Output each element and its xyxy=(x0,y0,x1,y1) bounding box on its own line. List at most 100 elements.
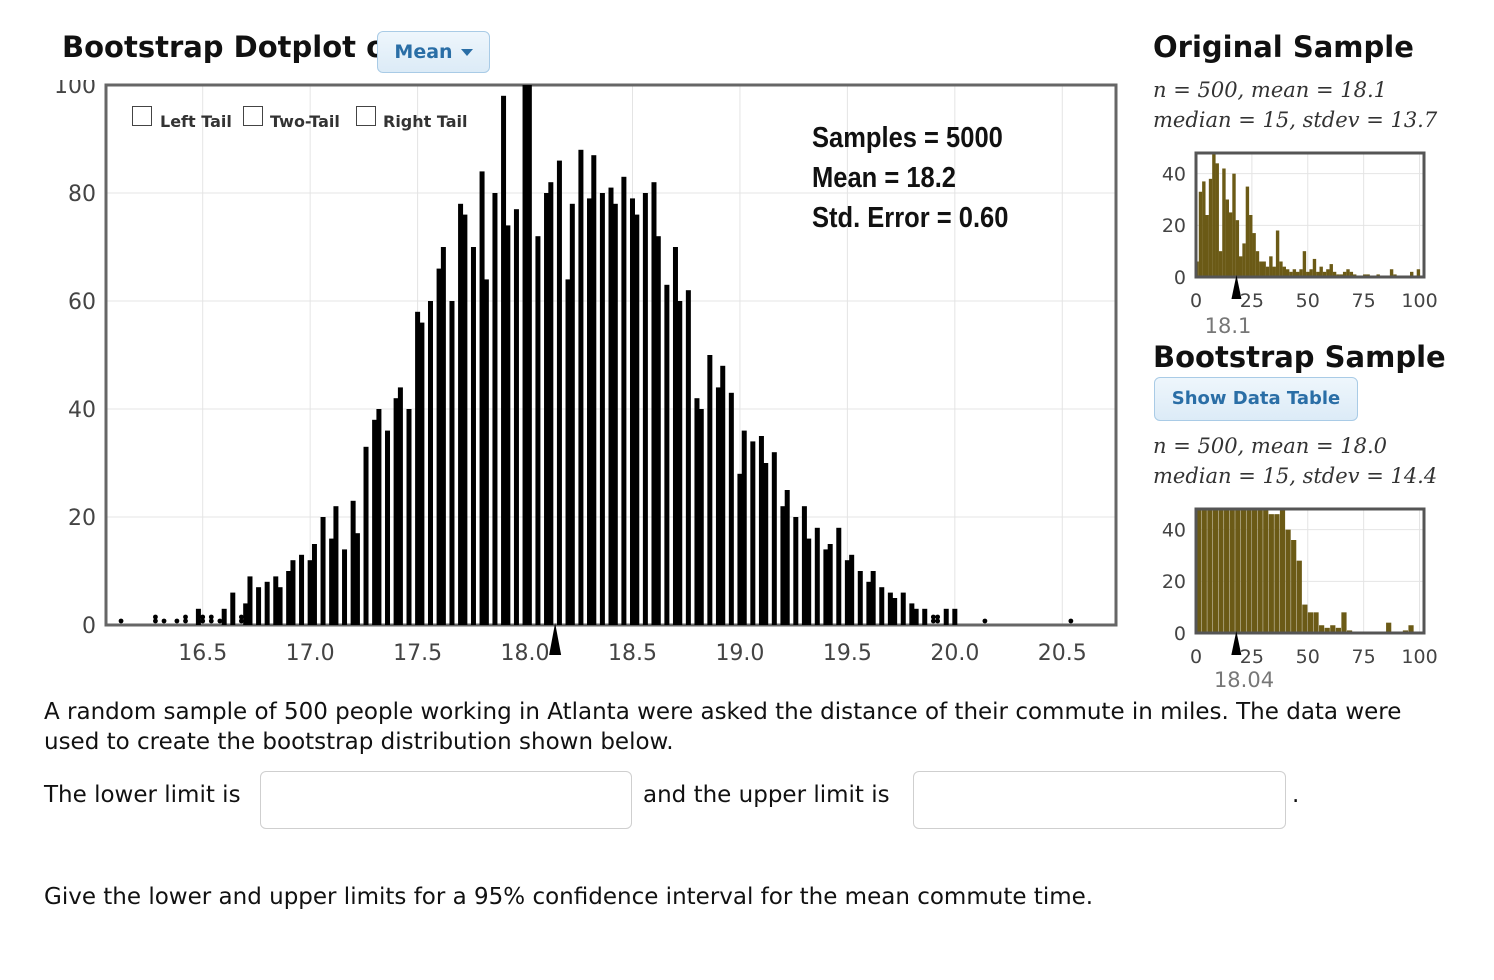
data-bar xyxy=(406,409,412,625)
data-bar xyxy=(758,436,764,625)
data-bar xyxy=(299,554,305,625)
x-tick-label: 50 xyxy=(1296,290,1320,312)
data-bar xyxy=(634,214,640,625)
data-bar xyxy=(1342,271,1347,277)
data-bar xyxy=(879,587,885,625)
y-tick-label: 80 xyxy=(68,182,96,207)
original-sample-stats-line1: n = 500, mean = 18.1 xyxy=(1153,78,1387,102)
data-dot xyxy=(935,614,941,620)
data-bar xyxy=(393,398,399,625)
data-bar xyxy=(578,149,584,626)
data-bar xyxy=(1324,627,1330,633)
data-dot xyxy=(930,618,936,624)
x-tick-label: 17.5 xyxy=(393,641,442,666)
data-bar xyxy=(1246,509,1252,633)
data-bar xyxy=(866,581,872,625)
data-bar xyxy=(1202,181,1206,277)
data-bar xyxy=(836,527,842,625)
y-tick-label: 0 xyxy=(1174,267,1186,289)
data-bar xyxy=(1228,212,1233,277)
data-bar xyxy=(470,247,476,625)
data-bar xyxy=(1251,509,1258,633)
data-bar xyxy=(1316,271,1320,277)
data-bar xyxy=(801,506,807,625)
two-tail-checkbox[interactable] xyxy=(243,106,263,126)
original-histogram-x-axis: 0 25 50 75 100 xyxy=(1190,290,1438,312)
data-bar xyxy=(1268,514,1274,633)
data-bar xyxy=(1296,271,1300,277)
bootstrap-histogram-y-axis: 0 20 40 xyxy=(1162,520,1186,645)
x-tick-label: 19.5 xyxy=(823,641,872,666)
mean-marker-triangle xyxy=(1231,631,1242,655)
data-bar xyxy=(569,203,575,626)
data-dot xyxy=(174,618,180,624)
data-bar xyxy=(419,322,425,625)
data-bar xyxy=(887,592,893,625)
data-bar xyxy=(621,176,627,626)
data-bar xyxy=(1309,269,1313,277)
data-bar xyxy=(221,608,227,625)
x-tick-label: 18.5 xyxy=(608,641,657,666)
data-bar xyxy=(1416,269,1421,277)
data-bar xyxy=(1349,271,1354,277)
lower-limit-input[interactable] xyxy=(260,771,632,829)
data-bar xyxy=(1242,243,1246,277)
data-bar xyxy=(737,473,743,625)
data-bar xyxy=(1225,199,1229,277)
upper-limit-input[interactable] xyxy=(913,771,1286,829)
x-tick-label: 75 xyxy=(1352,646,1376,668)
data-bar xyxy=(1335,627,1341,633)
statistic-dropdown-label: Mean xyxy=(394,41,453,63)
data-bar xyxy=(591,155,597,625)
data-bar xyxy=(698,409,704,625)
data-bar xyxy=(1232,173,1236,277)
statistic-dropdown[interactable]: Mean xyxy=(377,31,490,73)
data-bar xyxy=(715,387,721,625)
data-dot xyxy=(200,618,206,624)
data-bar xyxy=(1224,509,1230,633)
right-tail-checkbox[interactable] xyxy=(356,106,376,126)
data-bar xyxy=(1389,269,1394,277)
data-bar xyxy=(1257,509,1263,633)
data-bar xyxy=(1239,256,1243,277)
show-data-table-button[interactable]: Show Data Table xyxy=(1154,377,1358,421)
data-bar xyxy=(333,506,339,625)
data-bar xyxy=(1205,215,1209,277)
data-bar xyxy=(1307,612,1314,633)
data-bar xyxy=(629,198,635,625)
data-bar xyxy=(311,544,317,625)
data-bar xyxy=(354,533,360,625)
left-tail-checkbox[interactable] xyxy=(132,106,152,126)
data-bar xyxy=(655,236,661,625)
bootstrap-sample-stats-line1: n = 500, mean = 18.0 xyxy=(1153,434,1387,458)
original-sample-histogram: 0 20 40 0 25 50 75 100 18.1 xyxy=(1162,151,1438,338)
data-bar xyxy=(952,608,958,625)
data-bar xyxy=(1235,509,1241,633)
data-bar xyxy=(1249,215,1253,277)
data-dot xyxy=(935,618,941,624)
data-bar xyxy=(436,268,442,625)
data-bar xyxy=(1302,251,1307,277)
x-tick-label: 20.5 xyxy=(1038,641,1087,666)
data-bar xyxy=(844,560,850,625)
two-tail-label: Two-Tail xyxy=(270,112,340,131)
data-bar xyxy=(449,301,455,625)
data-bar xyxy=(372,419,378,625)
data-bar xyxy=(479,171,485,625)
x-tick-label: 16.5 xyxy=(178,641,227,666)
summary-samples: Samples = 5000 xyxy=(812,122,1003,154)
y-tick-label: 20 xyxy=(1162,215,1186,237)
data-dot xyxy=(982,618,988,624)
data-bar xyxy=(587,198,593,625)
lower-limit-label: The lower limit is xyxy=(44,782,241,808)
data-bar xyxy=(1386,622,1392,633)
data-bar xyxy=(544,193,550,625)
data-bar xyxy=(1274,514,1280,633)
data-bar xyxy=(900,592,906,625)
data-bar xyxy=(922,608,928,625)
data-bar xyxy=(780,506,786,625)
data-bar xyxy=(1312,258,1317,277)
main-chart-y-axis: 0 20 40 60 80 100 xyxy=(54,80,96,639)
y-tick-label: 40 xyxy=(1162,164,1186,186)
data-bar xyxy=(707,355,713,625)
